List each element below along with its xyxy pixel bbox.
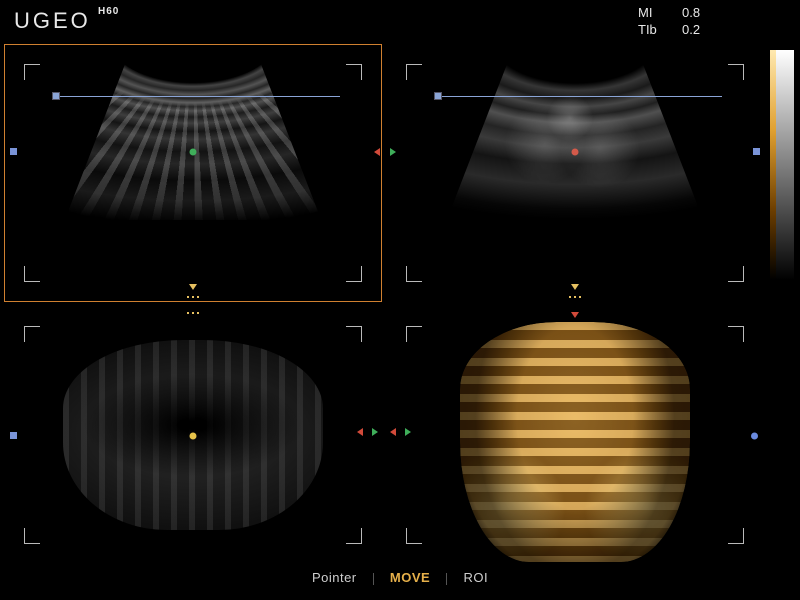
mode-roi[interactable]: ROI <box>453 570 498 585</box>
volume-render <box>460 322 690 562</box>
quad-view <box>4 44 764 564</box>
tib-value: 0.2 <box>682 21 712 38</box>
axis-dot-b <box>572 149 579 156</box>
model-label: H60 <box>98 6 119 17</box>
acoustic-indices: MI 0.8 TIb 0.2 <box>638 4 712 38</box>
tib-label: TIb <box>638 21 664 38</box>
axis-right-a <box>374 148 380 156</box>
panel-b[interactable] <box>386 44 764 302</box>
roi-line-a[interactable] <box>56 96 340 97</box>
panel-3d[interactable] <box>386 306 764 564</box>
roi-line-b[interactable] <box>438 96 722 97</box>
header: UGEO H60 MI 0.8 TIb 0.2 <box>0 0 800 42</box>
brand-label: UGEO <box>14 8 91 34</box>
separator <box>446 573 447 585</box>
mode-pointer[interactable]: Pointer <box>302 570 367 585</box>
axis-right-b <box>753 148 760 155</box>
axis-left-c <box>10 432 17 439</box>
axis-left-a <box>10 148 17 155</box>
axis-top-3d <box>571 312 579 318</box>
axis-dot-a <box>190 149 197 156</box>
mi-value: 0.8 <box>682 4 712 21</box>
roi-handle-a-left[interactable] <box>52 92 60 100</box>
echo-image-b <box>450 50 700 220</box>
axis-bottom-a <box>187 296 199 298</box>
axis-top-c <box>187 312 199 314</box>
mi-label: MI <box>638 4 664 21</box>
roi-handle-b-left[interactable] <box>434 92 442 100</box>
axis-bottom-tri-b <box>571 284 579 290</box>
axis-bottom-tri-a <box>189 284 197 290</box>
axis-bottom-b <box>569 296 581 298</box>
echo-image-a <box>68 50 318 220</box>
panel-c[interactable] <box>4 306 382 564</box>
mode-move[interactable]: MOVE <box>380 570 440 585</box>
footer-mode-bar: Pointer MOVE ROI <box>0 570 800 596</box>
axis-left-3d <box>390 428 411 436</box>
gray-map-bar <box>776 50 794 280</box>
axis-left-b <box>390 148 396 156</box>
axis-right-c <box>357 428 378 436</box>
separator <box>373 573 374 585</box>
axis-right-3d <box>751 433 758 440</box>
panel-a[interactable] <box>4 44 382 302</box>
ultrasound-screen: UGEO H60 MI 0.8 TIb 0.2 <box>0 0 800 600</box>
axis-dot-c <box>190 433 197 440</box>
